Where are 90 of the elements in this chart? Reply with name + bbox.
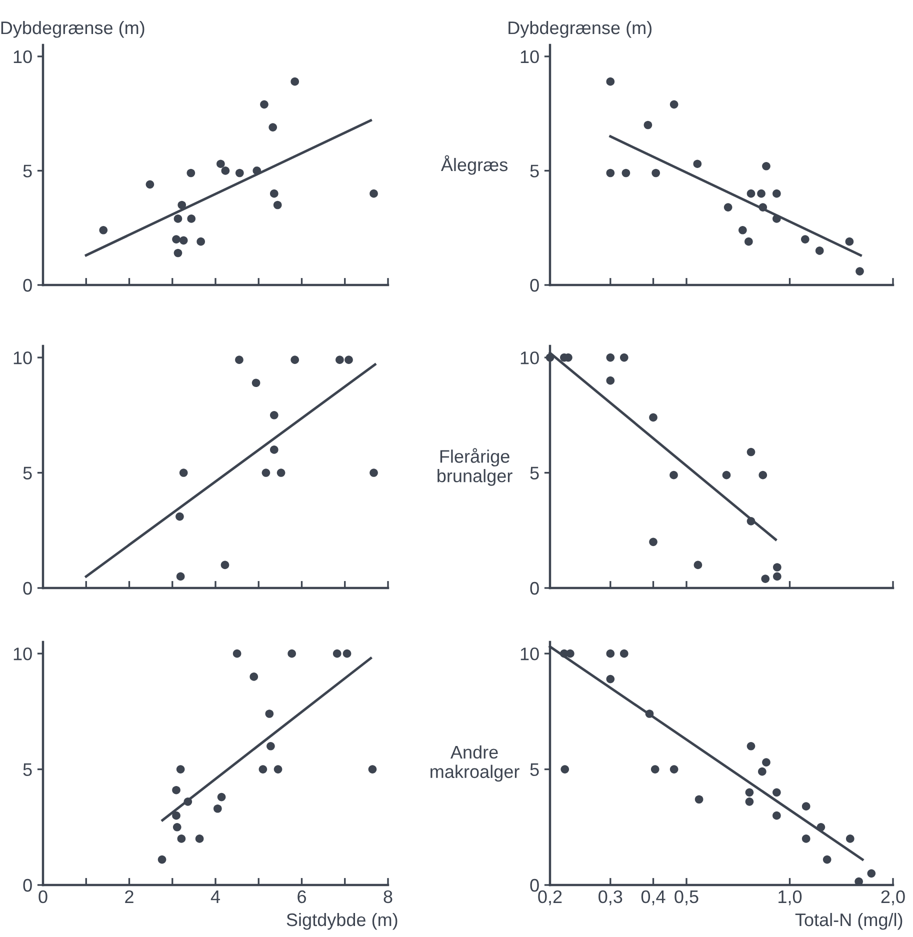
point [250,672,258,681]
point [344,356,353,364]
y-tick-label: 5 [23,763,32,776]
x-tick-label: 0,4 [641,890,666,906]
point [172,235,180,244]
point [196,237,206,246]
y-tick-label: 10 [14,50,32,64]
text: Flerårige brunalger [438,448,512,486]
point [370,468,378,477]
point [336,356,344,364]
y-tick-label: 10 [14,351,32,364]
y-tick-label: 0 [23,878,32,892]
point [260,100,268,109]
point [232,649,242,658]
point [332,649,342,658]
point [265,710,274,718]
point [174,214,182,223]
point [146,180,154,189]
point [270,189,278,198]
point [290,356,300,364]
point [178,200,186,210]
x-tick-label: 8 [384,890,392,904]
y-tick-label: 5 [530,164,539,178]
point [172,786,180,794]
point [342,649,352,658]
y-tick-label: 5 [23,164,32,178]
x-tick-label: 2,0 [881,890,905,906]
point [176,572,185,581]
x-axis-title: Total-N (mg/l) [795,912,902,930]
y-tick-label: 0 [530,582,539,595]
point [221,166,230,175]
point [179,468,188,477]
y-tick-label: 5 [530,466,539,480]
point [176,765,185,774]
y-tick-label: 0 [23,278,32,292]
point [270,410,278,420]
x-tick-label: 0,5 [674,890,698,906]
point [258,765,268,774]
point [213,804,222,813]
y-tick-label: 5 [23,466,32,480]
point [268,123,278,132]
x-tick-label: 0 [38,890,48,904]
point [216,160,225,168]
point [195,834,204,843]
point [177,834,186,843]
y-tick-label: 10 [520,50,539,64]
point [266,742,275,750]
point [235,356,244,364]
y-tick-label: 0 [23,582,32,595]
y-tick-label: 5 [530,763,539,776]
text: Andre makroalger [430,745,520,782]
y-tick-label: 10 [14,648,32,660]
point [174,248,182,258]
y-tick-label: 0 [530,278,539,292]
point [270,446,278,454]
point [176,512,184,521]
point [184,798,192,806]
point [368,765,377,774]
point [220,560,230,570]
text: Ålegræs [440,155,508,175]
point [252,166,262,175]
x-tick-label: 0,2 [538,890,562,906]
point [370,189,378,198]
point [217,792,226,802]
x-tick-label: 4 [210,890,220,903]
point [288,649,296,658]
point [158,855,166,864]
x-tick-label: 1,0 [778,890,802,906]
x-axis-title: Sigtdybde (m) [286,912,398,930]
point [276,468,286,477]
y-tick-label: 10 [520,351,539,364]
point [274,765,282,774]
x-tick-label: 0,3 [598,890,622,906]
x-tick-label: 2 [125,890,134,903]
point [99,226,108,234]
point [290,77,300,86]
point [187,214,196,223]
point [179,236,188,245]
y-axis-title: Dybdegrænse (m) [508,20,652,38]
point [172,822,182,832]
point [262,468,270,477]
point [172,811,180,820]
x-tick-label: 6 [298,890,306,904]
point [273,200,282,210]
point [186,168,196,178]
point [252,378,260,388]
point [235,168,244,178]
y-tick-label: 10 [520,648,539,660]
y-axis-title: Dybdegrænse (m) [1,20,144,38]
y-tick-label: 0 [530,878,539,892]
